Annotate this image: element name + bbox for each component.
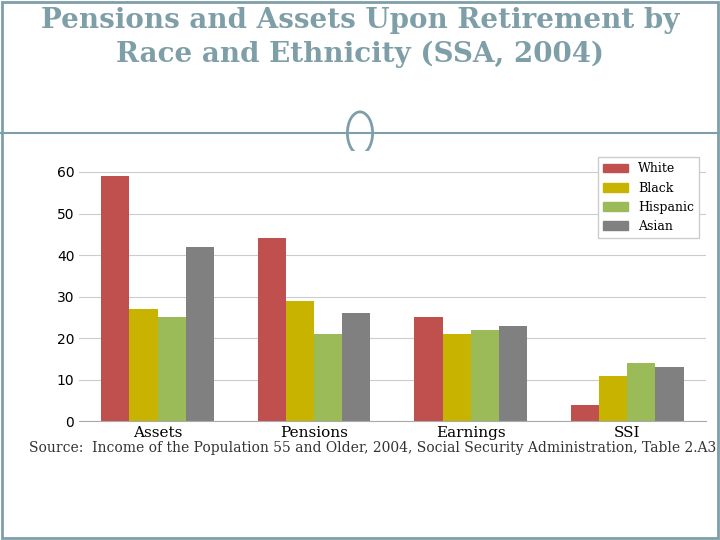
Bar [599, 375, 627, 421]
Bar [101, 176, 130, 421]
Bar [130, 309, 158, 421]
Bar [342, 313, 371, 421]
Bar [158, 318, 186, 421]
Legend: White, Black, Hispanic, Asian: White, Black, Hispanic, Asian [598, 158, 699, 238]
Bar [471, 330, 499, 421]
Bar [258, 239, 286, 421]
Bar [314, 334, 342, 421]
Bar [627, 363, 655, 421]
Bar [286, 301, 314, 421]
Bar [443, 334, 471, 421]
Bar [571, 404, 599, 421]
Text: Source:  Income of the Population 55 and Older, 2004, Social Security Administra: Source: Income of the Population 55 and … [29, 441, 716, 455]
Bar [414, 318, 443, 421]
Bar [655, 367, 684, 421]
Text: Pensions and Assets Upon Retirement by
Race and Ethnicity (SSA, 2004): Pensions and Assets Upon Retirement by R… [41, 8, 679, 68]
Bar [499, 326, 527, 421]
Bar [186, 247, 214, 421]
